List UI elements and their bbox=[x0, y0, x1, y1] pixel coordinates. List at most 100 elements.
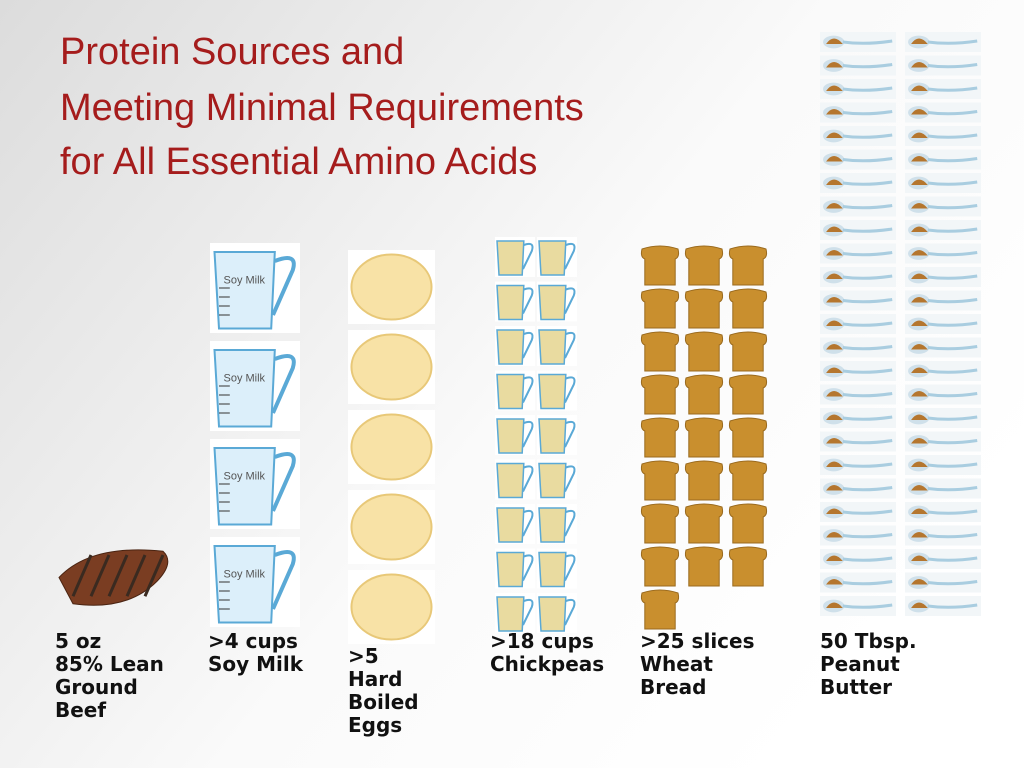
egg bbox=[350, 413, 433, 481]
spoon-handle bbox=[842, 110, 893, 116]
spoon-handle bbox=[927, 486, 978, 492]
icon bbox=[58, 549, 169, 606]
icon bbox=[537, 281, 577, 322]
chickpea-cup bbox=[496, 462, 525, 499]
chickpea-cup bbox=[496, 551, 525, 588]
icon bbox=[728, 460, 768, 501]
spoon-handle bbox=[927, 321, 978, 327]
spoon-handle bbox=[842, 415, 893, 421]
spoon-handle bbox=[842, 133, 893, 139]
bread bbox=[728, 460, 768, 501]
peanut-butter bbox=[826, 250, 843, 256]
icon bbox=[820, 290, 896, 311]
icon bbox=[537, 504, 577, 544]
icon bbox=[728, 546, 768, 587]
item-label: >4 cups bbox=[208, 629, 298, 653]
cup-handle bbox=[564, 420, 576, 448]
icon bbox=[905, 149, 981, 170]
item-label: Peanut bbox=[820, 652, 900, 676]
icon bbox=[684, 374, 724, 415]
peanut-butter bbox=[826, 414, 843, 420]
spoon-handle bbox=[842, 274, 893, 280]
bread bbox=[684, 503, 724, 544]
icon bbox=[820, 478, 896, 499]
icon bbox=[905, 290, 981, 311]
icon bbox=[905, 361, 981, 381]
item-label: Boiled bbox=[348, 690, 419, 714]
peanut-butter bbox=[911, 508, 928, 514]
cup-handle bbox=[271, 256, 296, 316]
icon bbox=[905, 502, 981, 522]
peanut-butter bbox=[826, 579, 843, 585]
peanut-butter bbox=[911, 85, 928, 91]
peanut-butter bbox=[911, 532, 928, 538]
chickpea-cup bbox=[538, 507, 567, 543]
peanut-butter bbox=[911, 156, 928, 162]
cup-handle bbox=[522, 331, 534, 359]
icon: Soy Milk bbox=[210, 439, 300, 529]
icon bbox=[537, 459, 577, 500]
cup-handle bbox=[522, 598, 534, 626]
icon bbox=[905, 408, 981, 428]
icon bbox=[820, 384, 896, 405]
peanut-butter bbox=[911, 344, 928, 350]
spoon-handle bbox=[842, 63, 893, 69]
icon bbox=[640, 546, 680, 587]
peanut-butter bbox=[911, 602, 928, 608]
peanut-butter bbox=[826, 179, 843, 185]
icon bbox=[820, 408, 896, 428]
icon bbox=[820, 455, 896, 475]
bread bbox=[684, 245, 724, 286]
icon bbox=[640, 374, 680, 415]
bread bbox=[640, 288, 680, 329]
spoon-handle bbox=[842, 204, 893, 210]
peanut-butter bbox=[911, 226, 928, 232]
spoon-handle bbox=[842, 392, 893, 398]
spoon-handle bbox=[927, 556, 978, 562]
icon bbox=[348, 330, 435, 404]
spoon-handle bbox=[842, 580, 893, 586]
spoon-handle bbox=[927, 580, 978, 586]
icon bbox=[820, 267, 896, 287]
icon bbox=[537, 370, 577, 411]
icon bbox=[495, 415, 535, 455]
icon bbox=[348, 410, 435, 484]
peanut-butter bbox=[911, 179, 928, 185]
item-label: Hard bbox=[348, 667, 402, 691]
peanut-butter bbox=[911, 62, 928, 68]
peanut-butter bbox=[826, 344, 843, 350]
bread bbox=[728, 417, 768, 458]
item-label: Bread bbox=[640, 675, 706, 699]
icon bbox=[820, 337, 896, 358]
chickpea-cup bbox=[538, 462, 567, 499]
cup-handle bbox=[564, 509, 576, 537]
icon bbox=[495, 237, 535, 277]
cup-handle bbox=[271, 354, 296, 414]
peanut-butter bbox=[911, 38, 928, 44]
peanut-butter bbox=[911, 555, 928, 561]
cup-handle bbox=[564, 331, 576, 359]
spoon-handle bbox=[927, 86, 978, 92]
cup-handle bbox=[271, 452, 296, 512]
icon bbox=[640, 417, 680, 458]
bread bbox=[728, 374, 768, 415]
icon bbox=[495, 370, 535, 411]
icon bbox=[640, 460, 680, 501]
peanut-butter bbox=[911, 461, 928, 467]
beef-stripe bbox=[89, 554, 111, 597]
spoon-handle bbox=[927, 180, 978, 186]
peanut-butter bbox=[826, 85, 843, 91]
peanut-butter bbox=[911, 250, 928, 256]
item-label: >5 bbox=[348, 644, 379, 668]
peanut-butter bbox=[826, 320, 843, 326]
peanut-butter bbox=[911, 203, 928, 209]
spoon-handle bbox=[927, 462, 978, 468]
icon bbox=[684, 460, 724, 501]
spoon-handle bbox=[927, 157, 978, 163]
icon bbox=[820, 314, 896, 334]
spoon-handle bbox=[927, 63, 978, 69]
spoon-handle bbox=[927, 439, 978, 445]
bread bbox=[684, 460, 724, 501]
icon bbox=[820, 173, 896, 193]
